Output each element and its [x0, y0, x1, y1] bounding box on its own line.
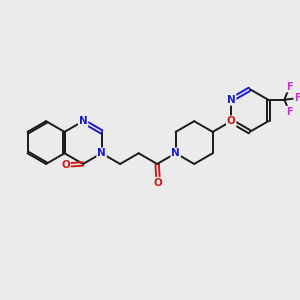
Text: N: N [79, 116, 87, 126]
Text: F: F [294, 93, 300, 103]
Text: O: O [61, 160, 70, 170]
Text: N: N [171, 148, 180, 158]
Text: F: F [286, 82, 293, 92]
Text: F: F [286, 106, 293, 117]
Text: N: N [97, 148, 106, 158]
Text: O: O [227, 116, 236, 126]
Text: N: N [227, 95, 236, 105]
Text: O: O [154, 178, 163, 188]
